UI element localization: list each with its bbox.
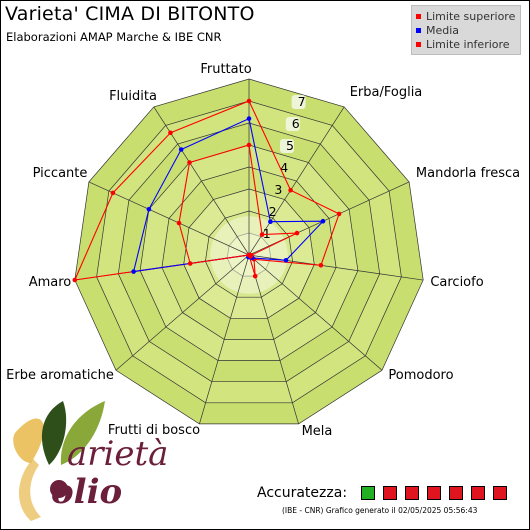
legend-swatch (416, 27, 421, 33)
tick-label-bg (280, 139, 294, 153)
category-label: Pomodoro (388, 368, 453, 383)
grid-spoke (248, 181, 410, 256)
data-point (336, 211, 342, 217)
legend: Limite superiore Media Limite inferiore (411, 5, 521, 55)
varieta-olio-logo: arietà olio (13, 401, 168, 521)
accuracy-box (449, 486, 463, 500)
data-point (294, 230, 300, 236)
data-point (187, 261, 193, 266)
r-tick-label: 2 (269, 204, 277, 219)
grid-spoke (248, 254, 299, 424)
data-point (318, 263, 324, 268)
legend-label: Media (426, 23, 460, 37)
accuracy-box (383, 486, 397, 500)
svg-text:arietà: arietà (67, 434, 168, 474)
data-point (110, 190, 116, 196)
legend-swatch (416, 41, 421, 47)
legend-item: Media (416, 23, 518, 37)
data-point (288, 187, 293, 193)
category-label: Mela (302, 424, 333, 439)
accuracy-box (405, 486, 419, 500)
legend-label: Limite superiore (426, 9, 516, 23)
data-point (178, 147, 184, 152)
accuracy-label: Accuratezza: (257, 485, 348, 501)
r-tick-label: 6 (292, 116, 300, 131)
r-tick-label: 3 (274, 182, 282, 197)
category-label: Piccante (33, 166, 88, 181)
data-point (246, 252, 252, 258)
category-label: Fruttato (200, 62, 251, 77)
r-tick-label: 5 (286, 138, 294, 153)
chart-title: Varieta' CIMA DI BITONTO (5, 3, 255, 25)
grid-spoke (199, 254, 250, 424)
r-tick-label: 7 (298, 94, 306, 109)
accuracy-box (493, 486, 507, 500)
tick-label-bg (285, 117, 300, 131)
data-point (320, 218, 326, 224)
data-point (176, 220, 182, 226)
data-point (131, 269, 136, 274)
data-point (283, 258, 289, 263)
grid-spoke (88, 181, 250, 256)
data-point (246, 98, 252, 104)
category-label: Amaro (29, 275, 72, 290)
category-label: Fluidita (109, 89, 157, 104)
data-point (246, 116, 252, 121)
data-point (268, 219, 273, 224)
credit-text: (IBE - CNR) Grafico generato il 02/05/20… (282, 506, 478, 515)
accuracy-box (361, 486, 375, 500)
data-point (246, 142, 252, 148)
data-point (72, 277, 78, 283)
legend-label: Limite inferiore (426, 37, 510, 51)
category-label: Erba/Foglia (350, 85, 423, 100)
grid-spoke (248, 254, 383, 371)
accuracy-box (427, 486, 441, 500)
grid-spoke (248, 106, 345, 256)
grid-spoke (115, 254, 250, 371)
data-point (168, 130, 173, 136)
accuracy-indicator (361, 486, 515, 500)
tick-label-bg (291, 95, 306, 109)
data-point (146, 207, 152, 212)
r-tick-label: 4 (280, 160, 288, 175)
category-label: Frutti di bosco (108, 423, 200, 438)
legend-swatch (416, 13, 421, 19)
category-label: Erbe aromatiche (6, 368, 114, 383)
legend-item: Limite inferiore (416, 37, 518, 51)
chart-subtitle: Elaborazioni AMAP Marche & IBE CNR (6, 30, 222, 44)
data-point (252, 273, 258, 279)
data-point (187, 160, 192, 165)
legend-item: Limite superiore (416, 9, 518, 23)
data-point (259, 232, 265, 237)
category-label: Carciofo (430, 275, 483, 290)
grid-spoke (248, 254, 424, 281)
r-tick-label: 1 (263, 226, 271, 241)
category-label: Mandorla fresca (416, 166, 520, 181)
accuracy-box (471, 486, 485, 500)
